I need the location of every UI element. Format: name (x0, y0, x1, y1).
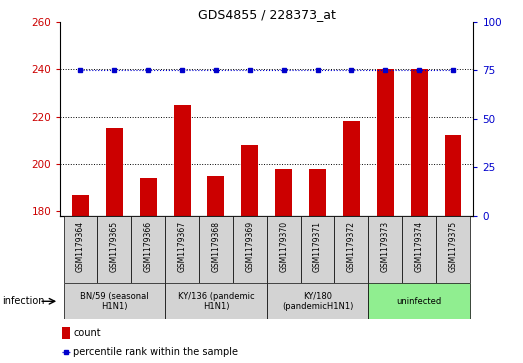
Text: uninfected: uninfected (396, 297, 442, 306)
Bar (165, 216, 199, 283)
Text: GSM1179366: GSM1179366 (144, 221, 153, 273)
Bar (301, 216, 335, 283)
Bar (131, 216, 165, 283)
Bar (72, 195, 89, 216)
Text: GSM1179373: GSM1179373 (381, 221, 390, 273)
Text: KY/136 (pandemic
H1N1): KY/136 (pandemic H1N1) (178, 291, 254, 311)
Text: GSM1179365: GSM1179365 (110, 221, 119, 273)
Bar (411, 69, 428, 216)
Bar (140, 178, 157, 216)
Bar (402, 216, 436, 283)
Bar (106, 129, 123, 216)
Bar (335, 216, 368, 283)
Bar (62, 327, 70, 339)
Bar (343, 121, 360, 216)
Bar (233, 216, 267, 283)
Bar (267, 283, 368, 319)
Text: GSM1179370: GSM1179370 (279, 221, 288, 273)
Text: GSM1179374: GSM1179374 (415, 221, 424, 273)
Text: GSM1179372: GSM1179372 (347, 221, 356, 272)
Text: GSM1179375: GSM1179375 (449, 221, 458, 273)
Bar (63, 216, 97, 283)
Text: percentile rank within the sample: percentile rank within the sample (73, 347, 238, 357)
Bar (208, 176, 224, 216)
Bar (445, 135, 461, 216)
Text: BN/59 (seasonal
H1N1): BN/59 (seasonal H1N1) (80, 291, 149, 311)
Bar (165, 283, 267, 319)
Text: GSM1179371: GSM1179371 (313, 221, 322, 272)
Text: GSM1179364: GSM1179364 (76, 221, 85, 273)
Bar (275, 169, 292, 216)
Bar (368, 216, 402, 283)
Bar (241, 145, 258, 216)
Bar (436, 216, 470, 283)
Bar (368, 283, 470, 319)
Title: GDS4855 / 228373_at: GDS4855 / 228373_at (198, 8, 336, 21)
Text: count: count (73, 328, 101, 338)
Bar (267, 216, 301, 283)
Bar (199, 216, 233, 283)
Bar (309, 169, 326, 216)
Bar (97, 216, 131, 283)
Text: GSM1179368: GSM1179368 (211, 221, 220, 272)
Bar (63, 283, 165, 319)
Text: GSM1179367: GSM1179367 (178, 221, 187, 273)
Bar (174, 105, 190, 216)
Text: KY/180
(pandemicH1N1): KY/180 (pandemicH1N1) (282, 291, 353, 311)
Bar (377, 69, 394, 216)
Text: GSM1179369: GSM1179369 (245, 221, 254, 273)
Text: infection: infection (3, 296, 45, 306)
